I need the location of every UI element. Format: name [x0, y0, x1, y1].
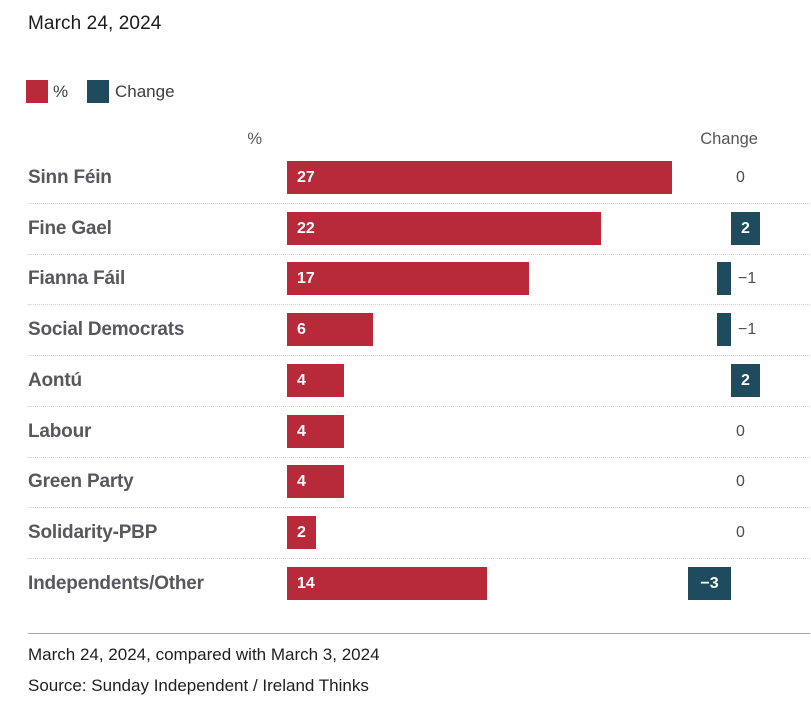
change-value: 0: [736, 473, 745, 490]
change-column-header: Change: [700, 130, 758, 148]
change-value: 0: [736, 423, 745, 440]
change-value: 0: [736, 169, 745, 186]
row-separator: [28, 203, 810, 204]
percent-bar: 4: [287, 465, 344, 498]
change-value: 2: [741, 220, 750, 237]
change-bar: 2: [731, 212, 760, 245]
row-separator: [28, 304, 810, 305]
percent-bar: 17: [287, 262, 529, 295]
party-label: Social Democrats: [28, 319, 185, 340]
percent-bar: 4: [287, 364, 344, 397]
percent-bar: 22: [287, 212, 601, 245]
percent-bar-value: 22: [297, 220, 315, 237]
party-label: Solidarity-PBP: [28, 522, 158, 543]
percent-bar-value: 6: [297, 321, 306, 338]
party-label: Fianna Fáil: [28, 268, 126, 289]
party-label: Fine Gael: [28, 218, 112, 239]
percent-bar-value: 2: [297, 524, 306, 541]
percent-bar-value: 4: [297, 372, 306, 389]
footnote: March 24, 2024, compared with March 3, 2…: [28, 645, 380, 664]
party-label: Aontú: [28, 370, 82, 391]
percent-bar: 4: [287, 415, 344, 448]
change-bar: −3: [688, 567, 731, 600]
percent-bar: 6: [287, 313, 373, 346]
change-value: −1: [738, 270, 757, 287]
legend-change-label: Change: [115, 82, 175, 101]
percent-bar: 2: [287, 516, 316, 549]
percent-bar-value: 27: [297, 169, 315, 186]
percent-bar-value: 4: [297, 423, 306, 440]
row-separator: [28, 254, 810, 255]
change-bar: 2: [731, 364, 760, 397]
legend-percent-swatch-icon: [26, 80, 48, 103]
party-label: Sinn Féin: [28, 167, 112, 188]
row-separator: [28, 406, 810, 407]
party-label: Independents/Other: [28, 573, 204, 594]
legend-percent-label: %: [53, 82, 69, 101]
percent-column-header: %: [247, 130, 262, 148]
percent-bar-value: 17: [297, 270, 315, 287]
percent-bar: 27: [287, 161, 672, 194]
row-separator: [28, 507, 810, 508]
footer-divider: [28, 633, 810, 634]
change-value: −3: [700, 575, 719, 592]
change-value: −1: [738, 321, 757, 338]
row-separator: [28, 355, 810, 356]
percent-bar-value: 4: [297, 473, 306, 490]
change-bar: [717, 262, 731, 295]
change-value: 2: [741, 372, 750, 389]
source-line: Source: Sunday Independent / Ireland Thi…: [28, 676, 369, 695]
chart-title: March 24, 2024: [28, 13, 162, 34]
percent-bar: 14: [287, 567, 487, 600]
legend-change-swatch-icon: [87, 80, 109, 103]
row-separator: [28, 558, 810, 559]
change-bar: [717, 313, 731, 346]
party-label: Green Party: [28, 471, 134, 492]
percent-bar-value: 14: [297, 575, 315, 592]
party-label: Labour: [28, 421, 92, 442]
change-value: 0: [736, 524, 745, 541]
row-separator: [28, 457, 810, 458]
